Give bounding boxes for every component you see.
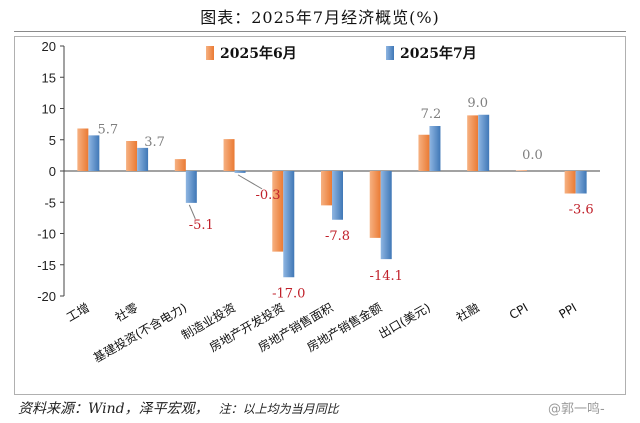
- bar-june: [77, 128, 89, 171]
- y-tick-label: -15: [37, 258, 56, 273]
- bar-june: [515, 170, 527, 171]
- footer-note: 注：以上均为当月同比: [218, 402, 339, 416]
- data-label-leader: [237, 174, 263, 190]
- footer-source: 资料来源：Wind，泽平宏观，: [18, 401, 209, 417]
- bar-july: [478, 114, 490, 171]
- legend-label-july: 2025年7月: [400, 45, 477, 62]
- bar-july: [575, 171, 587, 194]
- bar-june: [467, 115, 479, 171]
- bar-july: [88, 135, 100, 171]
- data-label: -14.1: [370, 269, 403, 284]
- y-tick-label: -10: [37, 227, 56, 242]
- footer: 资料来源：Wind，泽平宏观， 注：以上均为当月同比: [18, 398, 618, 418]
- bar-july: [185, 171, 197, 203]
- data-label: 7.2: [421, 107, 442, 122]
- y-tick-label: 0: [49, 164, 56, 179]
- data-label: -0.3: [256, 188, 281, 203]
- y-tick-label: 5: [49, 133, 56, 148]
- x-tick-label: 工增: [64, 300, 92, 324]
- data-label: -5.1: [189, 218, 214, 233]
- legend-swatch-june: [206, 46, 214, 60]
- watermark: @郭一鸣-: [548, 402, 605, 417]
- y-tick-label: -20: [37, 289, 56, 304]
- x-tick-label: 基建投资(不含电力): [91, 300, 190, 366]
- x-tick-label: PPI: [557, 300, 580, 321]
- bar-july: [332, 171, 343, 220]
- bar-july: [283, 171, 295, 278]
- y-tick-label: 20: [42, 39, 56, 54]
- data-label: -7.8: [325, 229, 350, 244]
- y-tick-label: 10: [42, 102, 56, 117]
- data-label-leader: [188, 204, 196, 220]
- bar-june: [174, 159, 186, 171]
- data-label: 3.7: [144, 135, 165, 150]
- bar-june: [321, 171, 332, 206]
- y-tick-label: -5: [44, 195, 56, 210]
- chart-frame: [14, 36, 626, 395]
- bar-june: [369, 171, 381, 238]
- legend-label-june: 2025年6月: [220, 45, 297, 62]
- data-label: 0.0: [522, 148, 543, 163]
- x-tick-label: 社融: [453, 300, 481, 325]
- x-tick-label: CPI: [507, 300, 531, 322]
- chart-title: 图表：2025年7月经济概览(%): [200, 8, 440, 27]
- bar-july: [429, 126, 441, 171]
- data-label: -3.6: [569, 203, 594, 218]
- bar-june: [126, 141, 138, 171]
- y-tick-label: 15: [42, 70, 56, 85]
- bar-june: [272, 171, 284, 252]
- data-label: 5.7: [98, 122, 119, 137]
- data-label: -17.0: [272, 286, 305, 301]
- bar-july: [380, 171, 392, 260]
- legend-swatch-july: [386, 46, 394, 60]
- bar-june: [418, 134, 430, 171]
- bar-july: [137, 147, 149, 171]
- bar-june: [564, 171, 576, 194]
- data-label: 9.0: [467, 96, 488, 111]
- bar-june: [223, 139, 235, 171]
- title-divider: [14, 31, 626, 32]
- x-tick-label: 社零: [112, 300, 140, 325]
- bar-july: [234, 171, 246, 173]
- x-tick-label: 出口(美元): [376, 300, 433, 341]
